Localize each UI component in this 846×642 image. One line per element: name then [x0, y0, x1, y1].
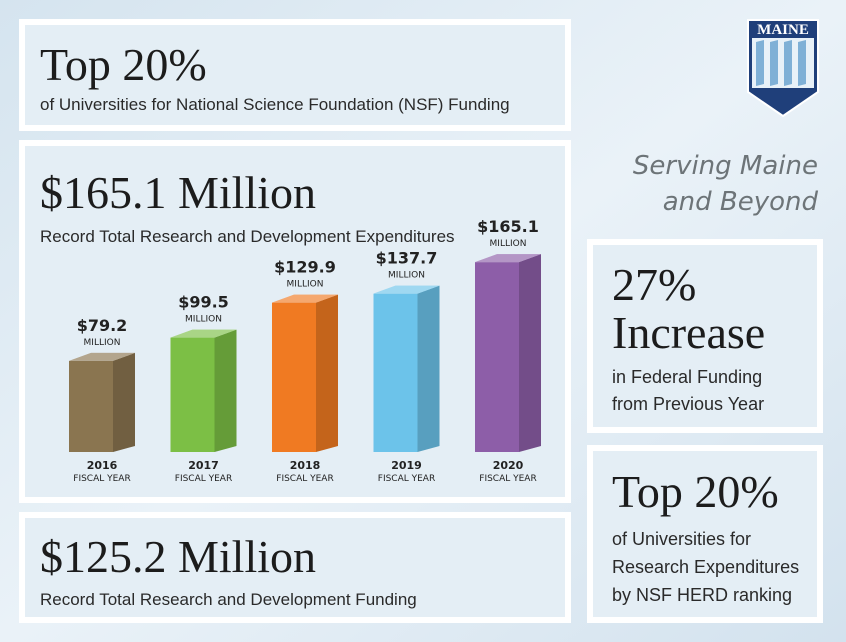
bar-front — [475, 262, 519, 452]
x-tick-note: FISCAL YEAR — [378, 474, 435, 484]
tagline: and Beyond — [663, 187, 819, 217]
panel-title: 27% — [612, 259, 696, 310]
value-unit: MILLION — [84, 338, 121, 348]
bar-top — [69, 352, 135, 361]
bar-side-shade — [113, 352, 135, 452]
value-label: $79.2 — [77, 316, 128, 335]
panel-text: of Universities for — [612, 529, 751, 549]
bar-side — [113, 352, 135, 452]
bar-front — [69, 360, 113, 452]
panel-text: Record Total Research and Development Ex… — [40, 227, 455, 246]
panel-title: Top 20% — [40, 39, 207, 90]
tagline: Serving Maine — [633, 151, 818, 181]
panel-text: from Previous Year — [612, 394, 764, 414]
panel-title: $125.2 Million — [40, 531, 316, 582]
x-tick-note: FISCAL YEAR — [276, 474, 333, 484]
x-tick-note: FISCAL YEAR — [73, 474, 130, 484]
bar-side — [214, 329, 237, 452]
value-unit: MILLION — [490, 239, 527, 249]
bar-front — [272, 302, 316, 452]
bar-side — [417, 285, 440, 452]
bar-front — [373, 293, 418, 452]
x-tick-label: 2016 — [87, 459, 118, 472]
x-tick-label: 2020 — [493, 459, 524, 472]
bar-top-light — [373, 285, 440, 294]
value-label: $137.7 — [376, 249, 438, 268]
panel-text: Research Expenditures — [612, 557, 799, 577]
bar-top-light — [69, 352, 135, 361]
x-tick-note: FISCAL YEAR — [175, 474, 232, 484]
value-label: $99.5 — [178, 293, 229, 312]
value-unit: MILLION — [388, 271, 425, 281]
panel — [587, 445, 823, 623]
bar-side-shade — [417, 285, 440, 452]
x-tick-label: 2018 — [290, 459, 321, 472]
panel — [19, 512, 571, 623]
panel-text: of Universities for National Science Fou… — [40, 95, 510, 114]
bar-side — [316, 294, 338, 452]
logo: MAINE — [747, 19, 819, 118]
bar-top — [170, 329, 237, 338]
bar — [373, 285, 440, 452]
value-unit: MILLION — [185, 315, 222, 325]
panel-text: in Federal Funding — [612, 367, 762, 387]
bar — [475, 254, 541, 452]
panel-title: $165.1 Million — [40, 167, 316, 218]
panel-title: Top 20% — [612, 466, 779, 517]
bar — [272, 294, 338, 452]
bar — [69, 352, 135, 452]
x-tick-note: FISCAL YEAR — [479, 474, 536, 484]
panel-text: Record Total Research and Development Fu… — [40, 590, 417, 609]
panel-text: by NSF HERD ranking — [612, 585, 792, 605]
value-unit: MILLION — [287, 280, 324, 290]
bar-side — [519, 254, 541, 452]
bar-side-shade — [519, 254, 541, 452]
bar-top — [475, 254, 541, 263]
bar-side-shade — [214, 329, 237, 452]
bar-front — [170, 337, 215, 452]
bar-top-light — [170, 329, 237, 338]
panel — [587, 239, 823, 433]
bar-top — [272, 294, 338, 303]
bar-top-light — [272, 294, 338, 303]
panel-title: Increase — [612, 307, 765, 358]
bar-side-shade — [316, 294, 338, 452]
value-label: $165.1 — [477, 217, 539, 236]
bar-top — [373, 285, 440, 294]
x-tick-label: 2017 — [188, 459, 219, 472]
x-tick-label: 2019 — [391, 459, 422, 472]
bar — [170, 329, 237, 452]
bar-top-light — [475, 254, 541, 263]
bar-chart: $79.2 MILLION 2016 FISCAL YEAR $99.5 MILLION 2… — [69, 217, 541, 484]
value-label: $129.9 — [274, 258, 336, 277]
panel — [19, 19, 571, 131]
logo-text: MAINE — [757, 22, 809, 38]
